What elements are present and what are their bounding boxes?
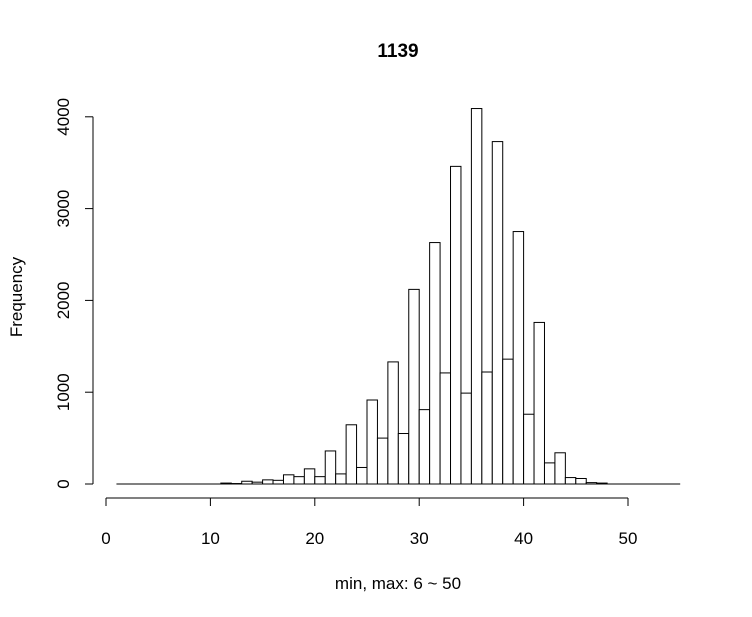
histogram-bar (408, 288, 420, 485)
histogram-bar (314, 476, 326, 485)
histogram-bar (376, 437, 389, 485)
histogram-bars (116, 108, 681, 485)
histogram-bar (491, 141, 504, 485)
histogram-bar (293, 476, 305, 485)
histogram-bar (533, 321, 545, 485)
histogram-bar (272, 479, 284, 485)
histogram-bar (429, 242, 441, 485)
y-tick-label: 0 (54, 479, 73, 488)
y-axis-label: Frequency (7, 256, 26, 337)
histogram-bar (324, 450, 337, 485)
histogram-bar (575, 477, 587, 485)
histogram-bar (470, 108, 483, 485)
histogram-bar (251, 481, 264, 485)
x-tick-label: 10 (201, 529, 220, 548)
histogram-bar (512, 231, 525, 485)
histogram-bar (450, 165, 462, 485)
histogram-bar (262, 479, 274, 485)
chart-title: 1139 (377, 41, 418, 62)
histogram-bar (345, 424, 358, 485)
x-tick-label: 50 (619, 529, 638, 548)
histogram-bar (543, 462, 556, 485)
histogram-bar (564, 477, 577, 485)
histogram-bar (335, 473, 347, 485)
histogram-bar (439, 372, 452, 485)
histogram-bar (418, 409, 431, 485)
histogram-bar (397, 433, 410, 485)
histogram-bar (585, 482, 598, 485)
x-tick-label: 20 (305, 529, 324, 548)
y-axis: 0 1000 2000 3000 4000 (54, 98, 94, 489)
histogram-bar (220, 482, 232, 485)
histogram-bar (366, 399, 378, 485)
histogram-bar (303, 468, 316, 485)
y-tick-label: 2000 (54, 281, 73, 319)
y-tick-label: 3000 (54, 190, 73, 228)
histogram-bar (502, 358, 514, 485)
x-axis: 0 10 20 30 40 50 (101, 497, 638, 548)
y-tick-label: 4000 (54, 98, 73, 136)
x-tick-label: 40 (514, 529, 533, 548)
histogram-bar (241, 480, 253, 485)
histogram-bar (356, 466, 368, 485)
histogram-bar (596, 482, 608, 485)
histogram-bar (460, 392, 472, 485)
x-tick-label: 0 (101, 529, 110, 548)
histogram-bar (387, 361, 399, 485)
x-axis-label: min, max: 6 ~ 50 (335, 574, 461, 593)
histogram-bar (481, 371, 493, 485)
histogram-bar (554, 452, 566, 485)
y-tick-label: 1000 (54, 373, 73, 411)
x-tick-label: 30 (410, 529, 429, 548)
histogram-bar (523, 413, 535, 485)
histogram-bar (282, 474, 295, 485)
